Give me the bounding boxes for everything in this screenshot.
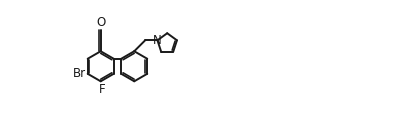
Text: F: F xyxy=(99,83,105,96)
Text: Br: Br xyxy=(72,67,85,80)
Text: O: O xyxy=(96,16,105,29)
Text: N: N xyxy=(153,34,162,47)
